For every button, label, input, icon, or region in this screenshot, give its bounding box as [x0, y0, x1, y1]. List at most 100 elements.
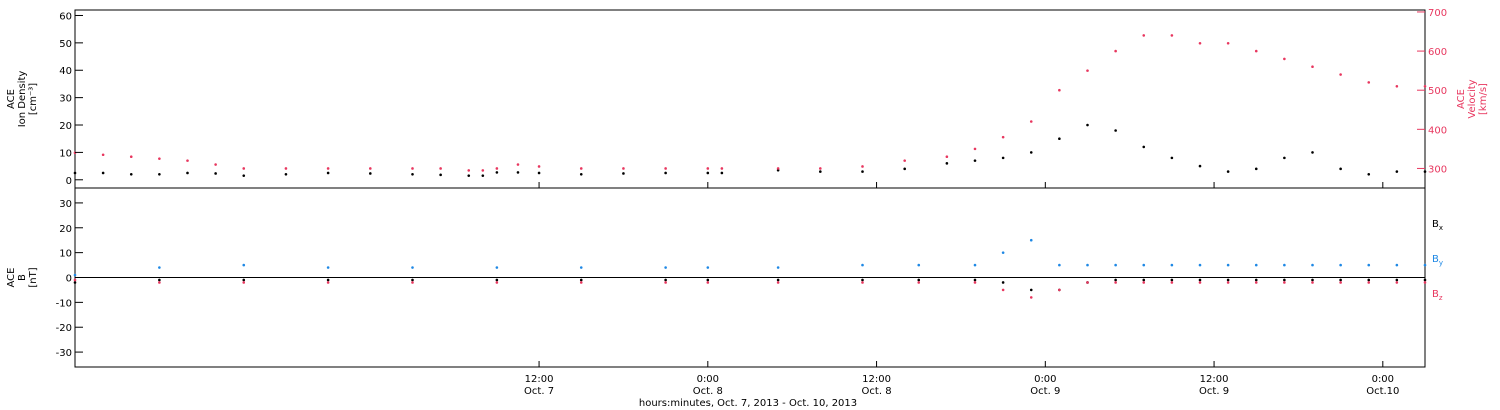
point-0-1-12: [467, 169, 471, 172]
point-1-1-0: [73, 273, 77, 277]
left-axis-label-1-1: B: [17, 274, 28, 281]
x-tick-label-day-4: Oct. 9: [1199, 386, 1229, 397]
point-0-1-21: [720, 167, 724, 170]
point-1-2-18: [1142, 281, 1146, 284]
data-points: [73, 34, 1427, 299]
series-0-0-ion-density: [73, 123, 1427, 177]
point-0-0-7: [284, 173, 288, 176]
point-1-0-10: [861, 278, 864, 282]
left-axis-label-1-0: ACE: [6, 268, 17, 288]
point-1-1-26: [1367, 263, 1371, 267]
x-axis-label: hours:minutes, Oct. 7, 2013 - Oct. 10, 2…: [639, 398, 857, 409]
point-0-1-25: [903, 159, 906, 162]
point-1-1-17: [1114, 263, 1117, 267]
right-axis-label-0-2: [km/s]: [1478, 83, 1489, 115]
x-tick-label-time-3: 0:00: [1034, 374, 1056, 385]
left-tick-label-0-1: 10: [59, 148, 72, 159]
left-axis-label-0-1: Ion Density: [17, 71, 28, 128]
point-0-0-23: [819, 170, 822, 173]
panel-frame-1: [74, 9, 1426, 189]
point-0-1-15: [516, 163, 520, 166]
point-1-2-6: [579, 281, 583, 284]
point-1-2-21: [1226, 281, 1230, 284]
point-0-1-20: [706, 167, 710, 170]
point-0-0-33: [1142, 145, 1146, 149]
point-1-0-22: [1254, 278, 1258, 282]
point-0-1-1: [101, 153, 105, 157]
point-0-0-40: [1339, 167, 1342, 171]
point-0-1-22: [776, 167, 780, 170]
left-tick-label-1-2: -10: [56, 298, 72, 309]
right-tick-label-0-0: 300: [1428, 164, 1447, 175]
point-0-1-30: [1058, 88, 1061, 92]
point-1-2-0: [73, 278, 77, 282]
point-0-0-25: [903, 167, 906, 171]
point-0-0-15: [516, 171, 520, 174]
point-0-1-16: [537, 165, 541, 168]
right-tick-label-0-3: 600: [1428, 47, 1447, 58]
point-1-2-24: [1311, 281, 1314, 284]
point-1-1-16: [1086, 263, 1089, 267]
point-1-1-22: [1254, 263, 1258, 267]
point-0-1-35: [1198, 41, 1202, 45]
point-0-0-12: [467, 174, 471, 177]
point-0-1-26: [945, 155, 949, 159]
point-0-0-21: [720, 171, 724, 175]
point-0-0-34: [1170, 156, 1174, 160]
left-axis-label-1-2: [nT]: [28, 267, 39, 287]
point-1-0-6: [579, 278, 583, 282]
point-0-1-40: [1339, 73, 1342, 76]
point-1-0-7: [664, 278, 667, 282]
point-1-1-2: [242, 263, 246, 267]
legend-entry-bx: Bx: [1432, 219, 1443, 232]
point-1-1-23: [1283, 263, 1286, 267]
series-1-1-b: [73, 238, 1427, 277]
legend-entry-bz: Bz: [1432, 289, 1443, 302]
x-tick-label-time-0: 12:00: [525, 374, 554, 385]
point-0-1-13: [481, 169, 485, 172]
x-tick-label-time-5: 0:00: [1372, 374, 1394, 385]
point-0-0-32: [1114, 129, 1117, 132]
point-0-0-9: [369, 172, 372, 175]
point-0-0-18: [622, 172, 625, 175]
point-1-2-13: [1001, 288, 1005, 292]
point-1-2-20: [1198, 281, 1202, 284]
point-0-1-19: [664, 167, 667, 170]
right-tick-label-0-4: 700: [1428, 8, 1447, 19]
right-tick-label-0-1: 400: [1428, 125, 1447, 136]
point-1-1-7: [664, 266, 667, 269]
point-0-0-10: [411, 173, 414, 176]
point-0-0-11: [439, 173, 442, 177]
point-0-1-39: [1311, 65, 1314, 69]
point-0-0-19: [664, 171, 667, 175]
legend-sub-by: y: [1439, 259, 1443, 267]
point-1-2-9: [776, 281, 780, 284]
point-0-1-9: [369, 167, 372, 170]
left-tick-label-1-4: 10: [59, 249, 72, 260]
point-0-0-4: [186, 171, 189, 175]
point-1-1-3: [326, 266, 330, 269]
left-tick-label-1-6: 30: [59, 199, 72, 210]
point-1-2-5: [495, 281, 499, 284]
point-1-0-13: [1001, 281, 1005, 284]
point-1-1-13: [1001, 251, 1005, 254]
point-1-0-24: [1311, 278, 1314, 282]
point-0-0-16: [537, 171, 541, 175]
x-tick-label-day-3: Oct. 9: [1030, 386, 1060, 397]
point-1-0-14: [1029, 288, 1033, 292]
point-1-2-10: [861, 281, 864, 284]
point-0-0-2: [129, 173, 133, 176]
left-tick-label-0-3: 30: [59, 94, 72, 105]
point-1-1-6: [579, 266, 583, 269]
point-0-0-26: [945, 162, 949, 165]
point-1-2-23: [1283, 281, 1286, 284]
point-1-1-8: [706, 266, 710, 269]
point-1-0-20: [1198, 278, 1202, 282]
point-1-0-19: [1170, 278, 1174, 282]
point-0-1-36: [1226, 41, 1230, 45]
point-0-1-29: [1029, 120, 1033, 123]
legend-sub-bz: z: [1439, 294, 1443, 302]
point-1-1-4: [411, 266, 414, 269]
